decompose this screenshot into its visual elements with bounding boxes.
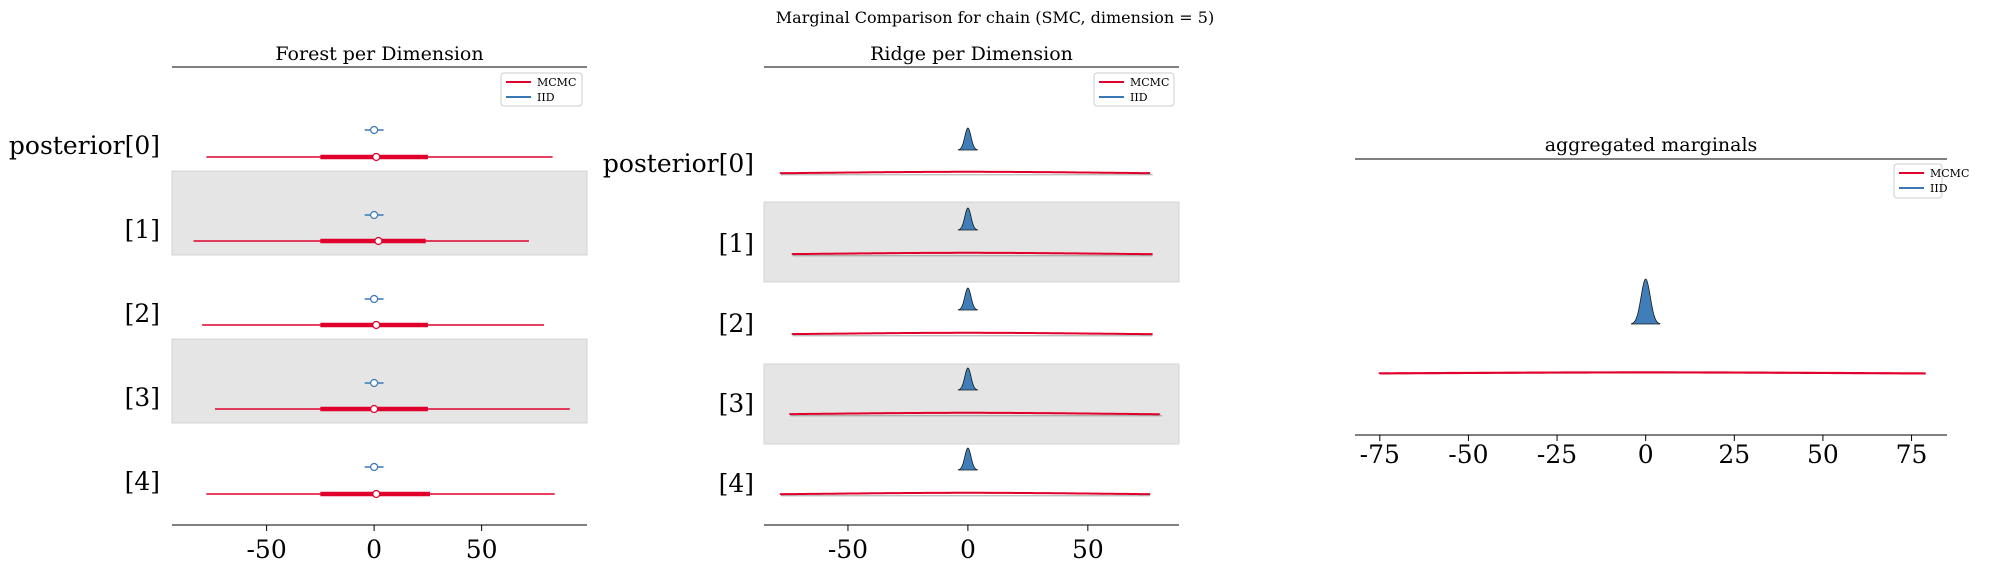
row-band bbox=[763, 363, 1180, 445]
legend-mcmc-label: MCMC bbox=[1930, 167, 1969, 180]
iid-density bbox=[1631, 278, 1661, 325]
legend-mcmc-label: MCMC bbox=[537, 76, 576, 89]
row-label: [1] bbox=[719, 229, 754, 258]
row-label: posterior[0] bbox=[603, 149, 754, 178]
iid-density-ridge bbox=[957, 447, 978, 471]
mcmc-median-point bbox=[370, 404, 379, 414]
x-tick-label: -50 bbox=[828, 535, 868, 564]
row-label: [2] bbox=[719, 309, 754, 338]
x-tick-label: 0 bbox=[366, 535, 382, 564]
iid-density-ridge bbox=[957, 207, 978, 231]
row-label: [3] bbox=[125, 383, 160, 412]
iid-density-ridge bbox=[957, 367, 978, 391]
x-tick-label: 50 bbox=[466, 535, 498, 564]
x-tick-label: -75 bbox=[1360, 440, 1400, 469]
iid-density-ridge bbox=[957, 287, 978, 311]
legend-iid-label: IID bbox=[1930, 182, 1948, 195]
mcmc-density-ridge bbox=[789, 411, 1160, 416]
row-band bbox=[763, 201, 1180, 283]
x-tick-label: -50 bbox=[1448, 440, 1488, 469]
mcmc-median-point bbox=[372, 152, 381, 162]
mcmc-density-ridge bbox=[779, 491, 1151, 496]
mcmc-median-point bbox=[374, 236, 383, 246]
figure-title: Marginal Comparison for chain (SMC, dime… bbox=[776, 8, 1214, 27]
x-tick-label: 50 bbox=[1072, 535, 1104, 564]
iid-median-point bbox=[370, 294, 379, 304]
panel-title: aggregated marginals bbox=[1545, 134, 1758, 156]
mcmc-median-point bbox=[372, 489, 381, 499]
legend-iid-label: IID bbox=[1130, 91, 1148, 104]
ridge-panel: Ridge per Dimension posterior[0] [1] [2] [3]… bbox=[603, 43, 1180, 564]
row-label: posterior[0] bbox=[9, 131, 160, 160]
row-label: [4] bbox=[719, 469, 754, 498]
x-tick-label: -25 bbox=[1537, 440, 1577, 469]
iid-median-point bbox=[370, 125, 379, 135]
row-label: [2] bbox=[125, 299, 160, 328]
x-tick-label: 50 bbox=[1807, 440, 1839, 469]
legend-iid-label: IID bbox=[537, 91, 555, 104]
iid-median-point bbox=[370, 462, 379, 472]
aggregated-panel: aggregated marginals -75 -50 -25 0 25 50 75 MCMC… bbox=[1355, 134, 1969, 469]
mcmc-median-point bbox=[372, 320, 381, 330]
iid-median-point bbox=[370, 378, 379, 388]
panel-title: Ridge per Dimension bbox=[870, 43, 1073, 65]
mcmc-density bbox=[1378, 371, 1926, 375]
panel-title: Forest per Dimension bbox=[275, 43, 483, 65]
x-tick-label: 25 bbox=[1718, 440, 1750, 469]
legend-mcmc-label: MCMC bbox=[1130, 76, 1169, 89]
forest-panel: Forest per Dimension posterior[0] [1] [2] [3… bbox=[9, 43, 588, 564]
mcmc-density-ridge bbox=[791, 331, 1153, 336]
mcmc-density-ridge bbox=[779, 170, 1151, 175]
row-label: [4] bbox=[125, 467, 160, 496]
iid-median-point bbox=[370, 210, 379, 220]
row-label: [1] bbox=[125, 215, 160, 244]
x-tick-label: 0 bbox=[960, 535, 976, 564]
iid-density-ridge bbox=[957, 127, 978, 151]
x-tick-label: 75 bbox=[1896, 440, 1928, 469]
mcmc-density-ridge bbox=[791, 251, 1153, 256]
x-tick-label: 0 bbox=[1638, 440, 1654, 469]
row-label: [3] bbox=[719, 389, 754, 418]
x-tick-label: -50 bbox=[246, 535, 286, 564]
